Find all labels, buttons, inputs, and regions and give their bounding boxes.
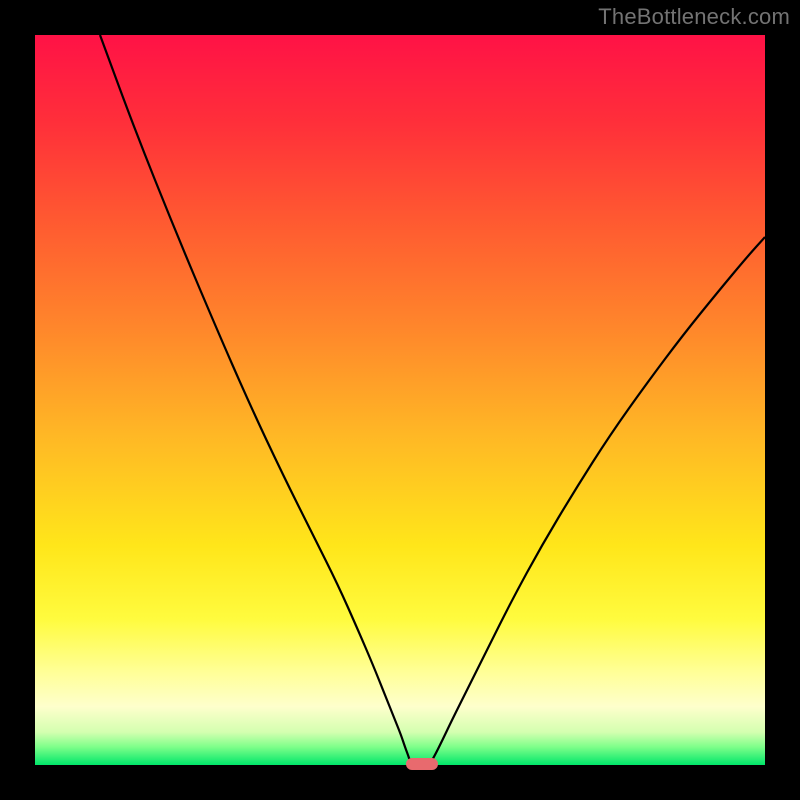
watermark-text: TheBottleneck.com [598, 4, 790, 30]
bottleneck-curve [35, 35, 765, 765]
plot-area [35, 35, 765, 765]
minimum-marker [406, 758, 438, 770]
chart-container: TheBottleneck.com [0, 0, 800, 800]
